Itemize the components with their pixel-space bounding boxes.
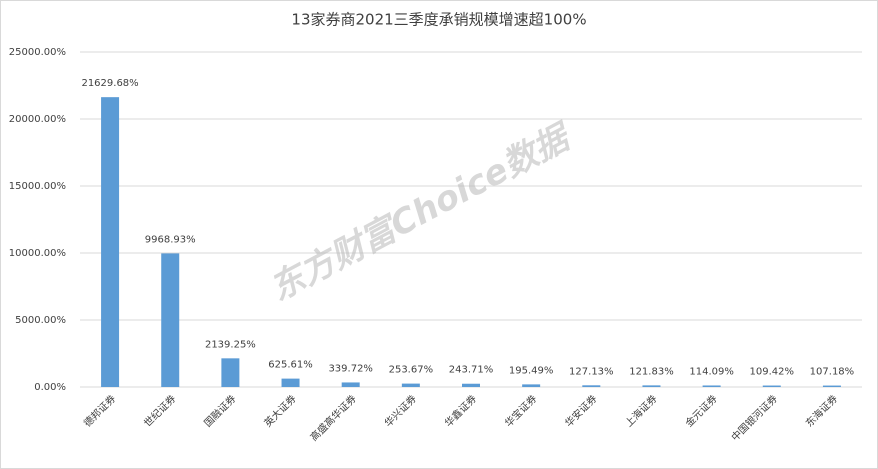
data-label: 109.42% [750,367,795,378]
bar [221,358,240,387]
bar [341,382,360,387]
bar [101,97,120,387]
y-tick-label: 15000.00% [9,181,66,192]
y-tick-label: 25000.00% [9,47,66,58]
data-label: 107.18% [810,367,855,378]
y-tick-label: 20000.00% [9,114,66,125]
data-label: 339.72% [328,363,373,374]
data-label: 127.13% [569,366,614,377]
y-tick-label: 0.00% [34,382,66,393]
data-label: 2139.25% [205,339,256,350]
y-tick-label: 10000.00% [9,248,66,259]
bar [161,253,180,387]
data-label: 114.09% [689,366,734,377]
bar [702,385,721,387]
bar [401,383,420,387]
data-label: 9968.93% [145,234,196,245]
bar [762,385,781,387]
bar [281,378,300,387]
bar [522,384,541,387]
data-label: 195.49% [509,365,554,376]
data-label: 625.61% [268,360,313,371]
data-label: 121.83% [629,366,674,377]
chart-title: 13家券商2021三季度承销规模增速超100% [291,11,586,29]
data-label: 21629.68% [81,78,138,89]
y-tick-label: 5000.00% [15,315,66,326]
bar [582,385,601,387]
bar [642,385,661,387]
bar [462,383,480,387]
bar [822,385,841,387]
data-label: 243.71% [449,365,494,376]
data-label: 253.67% [389,365,434,376]
